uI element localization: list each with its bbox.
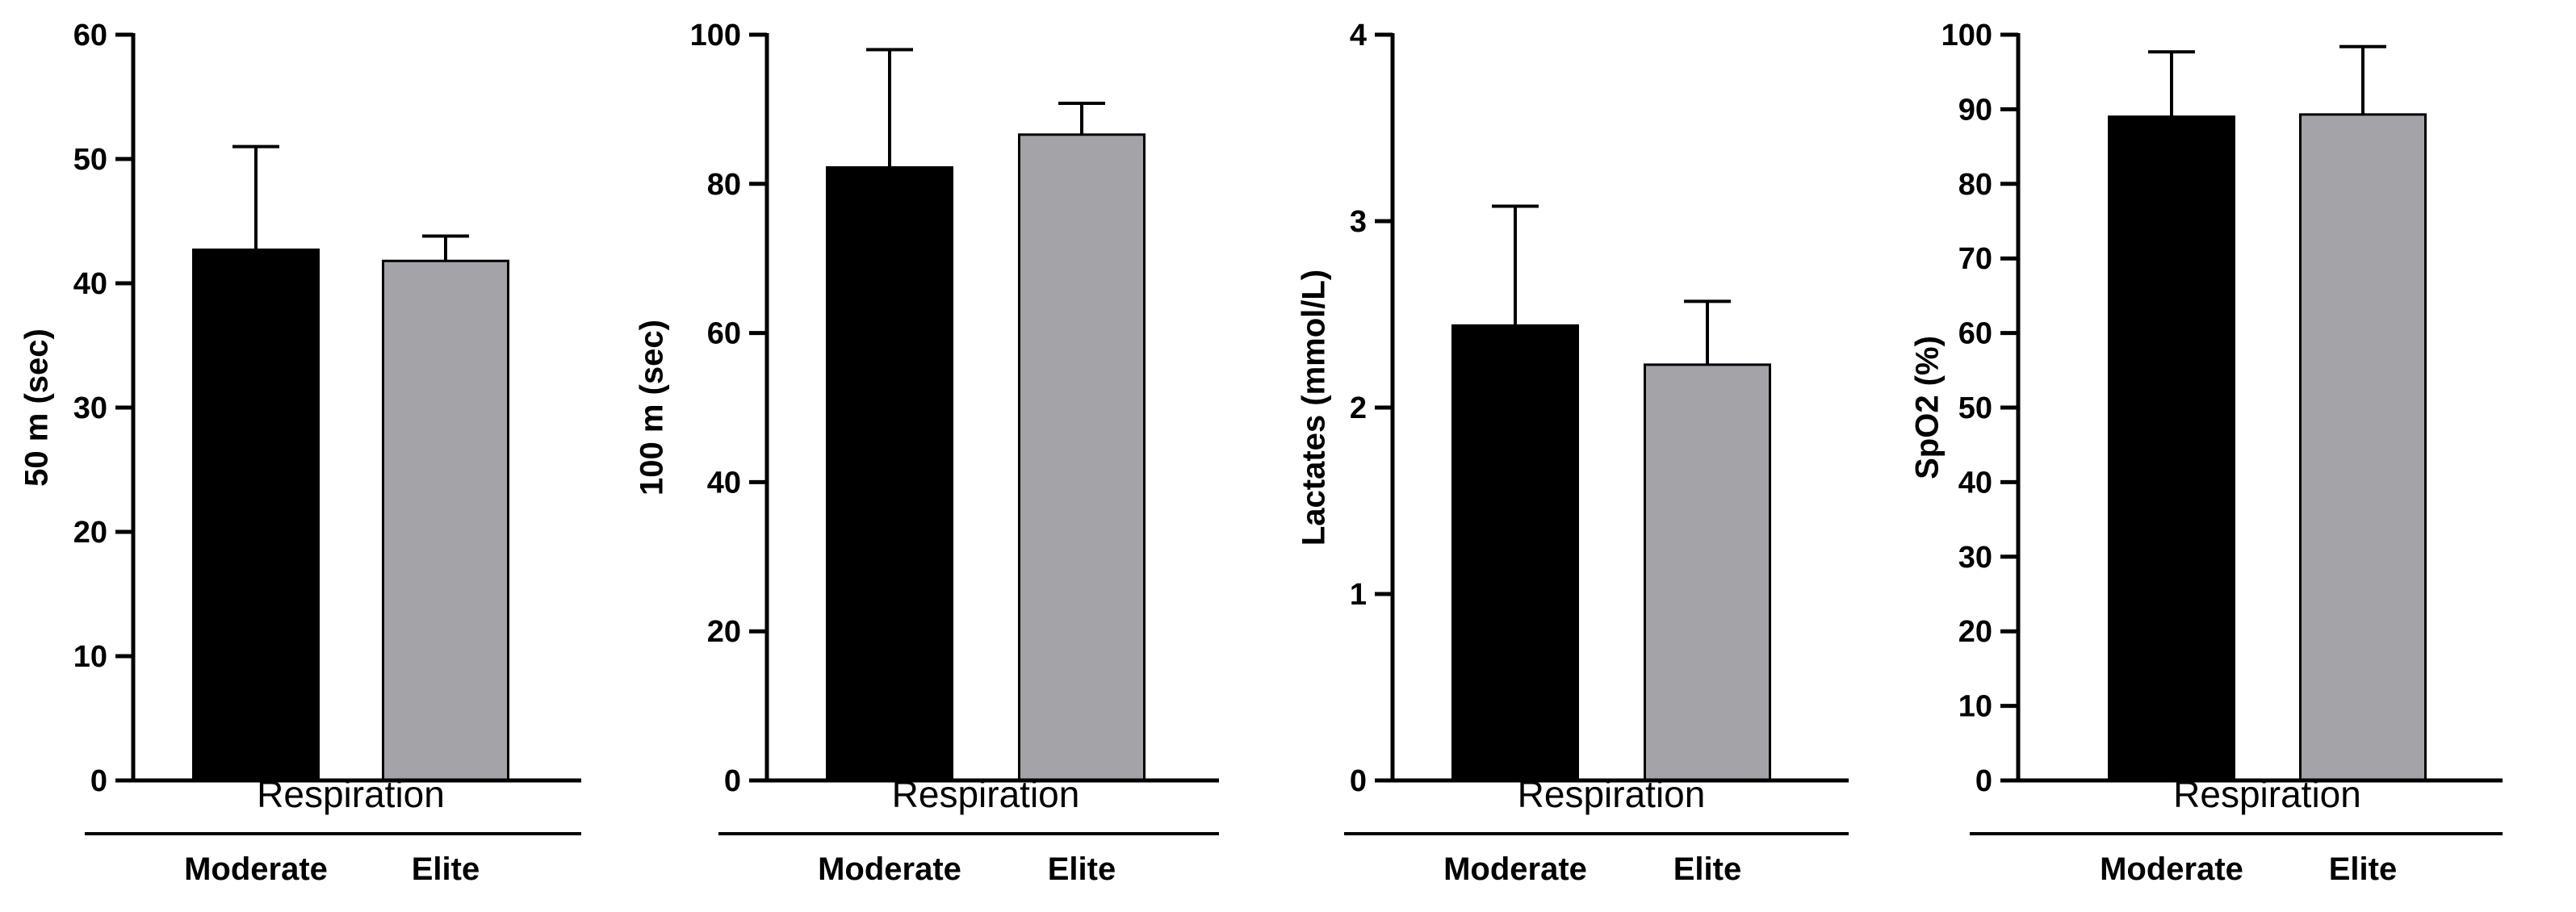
y-tick-label: 50 — [73, 143, 107, 177]
y-tick-label: 30 — [73, 391, 107, 425]
bar-elite — [382, 259, 509, 782]
y-tick-label: 2 — [1350, 391, 1367, 425]
y-tick-label: 60 — [73, 19, 107, 52]
y-tick-label: 90 — [1958, 93, 1992, 127]
x-category-label-moderate: Moderate — [818, 851, 961, 887]
y-tick-label: 20 — [707, 615, 741, 649]
y-axis-title: SpO2 (%) — [1910, 336, 1946, 479]
group-title-respiration: Respiration — [892, 773, 1080, 815]
y-tick-label: 10 — [1958, 690, 1992, 724]
y-tick-label: 30 — [1958, 541, 1992, 575]
y-tick-label: 100 — [690, 19, 741, 52]
y-tick-label: 4 — [1350, 19, 1367, 52]
group-title-respiration: Respiration — [1518, 773, 1706, 815]
y-tick-label: 100 — [1941, 19, 1992, 52]
bar-elite — [1018, 133, 1146, 782]
group-title-respiration: Respiration — [257, 773, 445, 815]
y-tick-label: 20 — [73, 516, 107, 550]
y-axis-title: 50 m (sec) — [19, 328, 55, 487]
y-tick-label: 40 — [73, 267, 107, 301]
bar-moderate — [826, 165, 953, 782]
y-axis-title: 100 m (sec) — [635, 320, 670, 496]
bar-moderate — [192, 248, 320, 782]
x-category-label-elite: Elite — [2329, 851, 2397, 887]
y-tick-label: 40 — [1958, 466, 1992, 500]
chart-panel-4: 0 10 20 30 40 50 60 70 80 90 100 SpO2 (%) Respiratio… — [1910, 19, 2503, 887]
y-tick-label: 20 — [1958, 615, 1992, 649]
bar-moderate — [2108, 115, 2235, 782]
x-category-label-moderate: Moderate — [1443, 851, 1587, 887]
y-tick-label: 40 — [707, 466, 741, 500]
y-tick-label: 0 — [1350, 764, 1367, 798]
bar-elite — [2299, 113, 2427, 782]
y-tick-label: 70 — [1958, 242, 1992, 276]
chart-panel-2: 0 20 40 60 80 100 100 m (sec) Respiration Modera… — [635, 19, 1219, 887]
y-tick-label: 80 — [707, 168, 741, 202]
y-tick-label: 80 — [1958, 168, 1992, 202]
y-axis-title: Lactates (mmol/L) — [1296, 270, 1332, 546]
y-tick-label: 60 — [707, 317, 741, 351]
y-tick-label: 0 — [724, 764, 741, 798]
y-tick-label: 0 — [1975, 764, 1992, 798]
y-tick-label: 50 — [1958, 391, 1992, 425]
x-category-label-elite: Elite — [1048, 851, 1116, 887]
y-tick-label: 10 — [73, 640, 107, 674]
y-tick-label: 0 — [90, 764, 107, 798]
y-tick-label: 3 — [1350, 205, 1367, 239]
y-tick-label: 1 — [1350, 578, 1367, 612]
bar-elite — [1644, 363, 1771, 782]
chart-panel-1: 0 10 20 30 40 50 60 50 m (sec) Respiration Modera… — [19, 19, 581, 887]
group-title-respiration: Respiration — [2173, 773, 2361, 815]
chart-panel-3: 0 1 2 3 4 Lactates (mmol/L) Respiration Moderat… — [1296, 19, 1849, 887]
x-category-label-moderate: Moderate — [2100, 851, 2243, 887]
x-category-label-elite: Elite — [412, 851, 480, 887]
x-category-label-moderate: Moderate — [184, 851, 328, 887]
y-tick-label: 60 — [1958, 317, 1992, 351]
x-category-label-elite: Elite — [1673, 851, 1741, 887]
bar-moderate — [1451, 324, 1579, 782]
